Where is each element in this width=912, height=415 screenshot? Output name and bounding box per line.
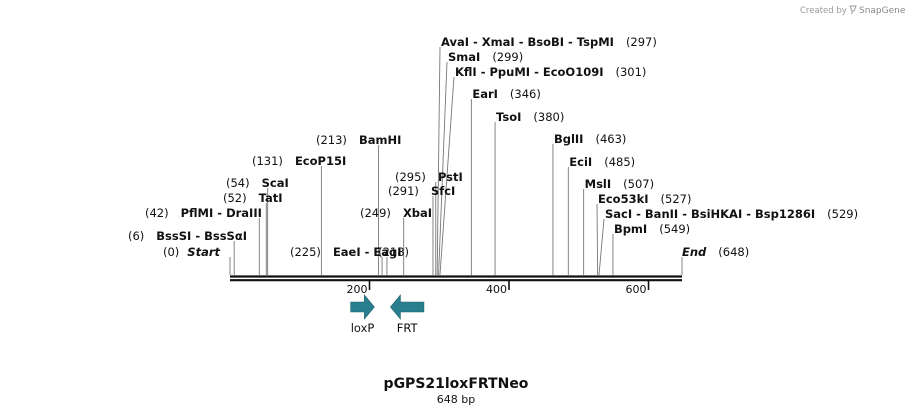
restriction-site-label[interactable]: EarI (346) [472,87,541,101]
restriction-site-label[interactable]: (225) EaeI - EagI [290,245,402,259]
map-length: 648 bp [437,393,475,406]
restriction-site-label[interactable]: (52) TatI [223,191,283,205]
feature-arrow-frt[interactable] [390,294,425,320]
restriction-site-label[interactable]: (42) PflMI - DraIII [145,206,262,220]
site-leader [438,61,448,276]
feature-label: loxP [351,321,375,335]
restriction-site-label[interactable]: (54) ScaI [226,176,289,190]
ruler-tick-label: 400 [486,283,507,296]
snapgene-logo-icon [849,5,857,14]
restriction-site-label[interactable]: (6) BssSI - BssSαI [128,229,247,243]
backbone[interactable] [230,275,682,282]
site-leaders [229,46,683,276]
site-leader [439,76,455,276]
site-leader [436,46,441,276]
restriction-site-label[interactable]: TsoI (380) [496,110,564,124]
site-labels: (6) BssSI - BssSαI (42) PflMI - DraIII(52) T… [128,35,858,259]
site-leader [598,218,605,276]
credit-brand: SnapGene [859,6,906,16]
ruler-ticks: 200 400 600 [347,281,650,296]
ruler-tick-label: 600 [626,283,647,296]
restriction-site-label[interactable]: (291) SfcI [388,184,455,198]
start-marker-label: (0) Start [163,245,221,259]
restriction-site-label[interactable]: (131) EcoP15I [252,154,346,168]
feature-track: loxP FRT [350,294,425,335]
restriction-site-label[interactable]: KflI - PpuMI - EcoO109I (301) [455,65,646,79]
credit-svg: Created by SnapGene [800,5,906,16]
credit: Created by SnapGene [798,2,908,21]
restriction-site-label[interactable]: (218) [378,245,409,259]
restriction-site-label[interactable]: BpmI (549) [614,222,690,236]
restriction-site-label[interactable]: Eco53kI (527) [598,192,691,206]
end-marker-label: End (648) [682,245,749,259]
feature-arrow-loxp[interactable] [350,294,375,320]
credit-prefix: Created by [800,6,847,16]
restriction-site-label[interactable]: MslI (507) [585,177,654,191]
restriction-site-label[interactable]: BglII (463) [554,132,626,146]
ruler-tick-label: 200 [347,283,368,296]
restriction-site-label[interactable]: EciI (485) [569,155,635,169]
restriction-site-label[interactable]: AvaI - XmaI - BsoBI - TspMI (297) [441,35,657,49]
restriction-site-label[interactable]: (213) BamHI [316,133,401,147]
site-leader [596,203,599,276]
map-title: pGPS21loxFRTNeo [384,376,529,392]
restriction-site-label[interactable]: SmaI (299) [448,50,523,64]
restriction-site-label[interactable]: (249) XbaI [360,206,432,220]
restriction-site-label[interactable]: SacI - BanII - BsiHKAI - Bsp1286I (529) [605,207,858,221]
feature-label: FRT [397,321,419,335]
restriction-site-label[interactable]: (295) PstI [395,170,463,184]
